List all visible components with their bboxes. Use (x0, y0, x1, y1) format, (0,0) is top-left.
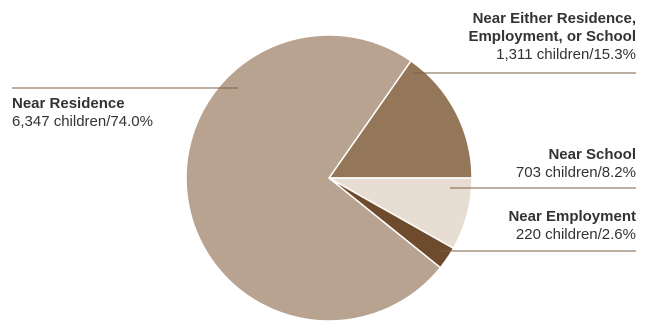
pie-slice-near-residence (185, 34, 442, 322)
label-name-line-2: Employment, or School (468, 28, 636, 45)
label-value: 220 children/2.6% (515, 226, 636, 243)
label-near-school: Near School 703 children/8.2% (516, 146, 636, 182)
label-near-either: Near Either Residence, Employment, or Sc… (468, 10, 636, 64)
label-name-line-1: Near Either Residence, (472, 10, 636, 27)
label-value: 6,347 children/74.0% (12, 113, 153, 130)
label-name: Near Residence (12, 95, 125, 112)
label-value: 1,311 children/15.3% (496, 46, 636, 63)
label-name: Near Employment (508, 208, 636, 225)
label-value: 703 children/8.2% (515, 164, 636, 181)
pie-slice-near-either-residence-employment-or-school (327, 59, 473, 179)
label-near-residence: Near Residence 6,347 children/74.0% (12, 95, 153, 131)
label-name: Near School (548, 146, 636, 163)
label-near-employment: Near Employment 220 children/2.6% (508, 208, 636, 244)
